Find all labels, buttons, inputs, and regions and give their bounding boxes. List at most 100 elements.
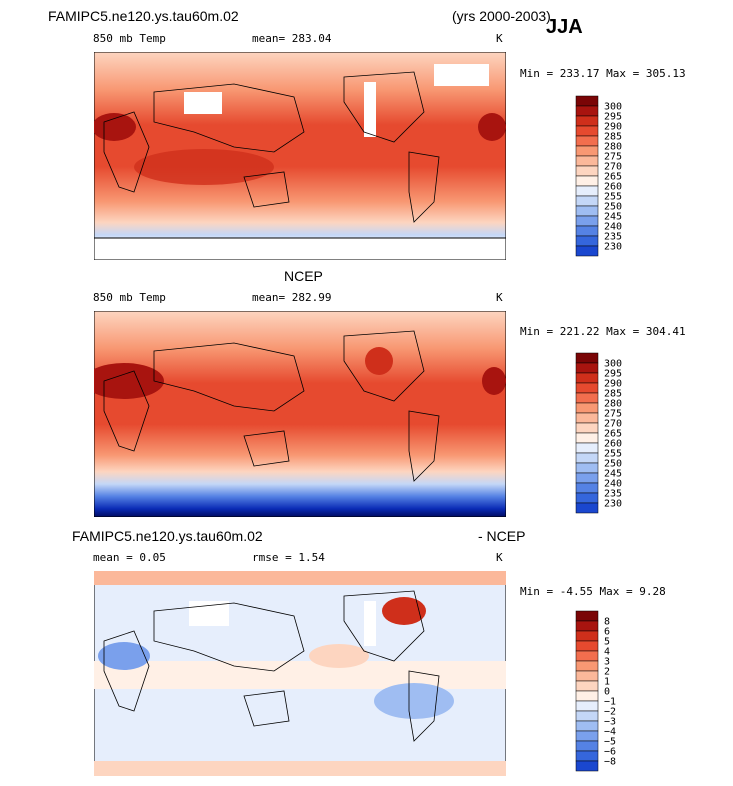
- coast-africa: [103, 111, 150, 193]
- ncep-coast-australia: [243, 430, 290, 467]
- colorbar-tick-label: 255: [604, 449, 622, 460]
- panel3-minmax: Min = -4.55 Max = 9.28: [520, 585, 666, 598]
- diff-cool-south-america: [374, 683, 454, 719]
- colorbar-tick-label: 290: [604, 379, 622, 390]
- colorbar-box: [575, 610, 599, 622]
- colorbar-box: [575, 720, 599, 732]
- map-ncep: [94, 311, 506, 517]
- colorbar-tick-label: 265: [604, 172, 622, 183]
- colorbar-box: [575, 225, 599, 237]
- colorbar-tick-label: 1: [604, 677, 610, 688]
- panel2-units: K: [496, 291, 503, 304]
- colorbar-tick-label: 230: [604, 499, 622, 510]
- colorbar-tick-label: 275: [604, 152, 622, 163]
- ncep-coast-north-america: [343, 330, 425, 402]
- colorbar-tick-label: 295: [604, 112, 622, 123]
- colorbar-box: [575, 750, 599, 762]
- diff-south-band: [94, 761, 506, 776]
- diff-coast-south-america: [408, 670, 440, 742]
- colorbar-tick-label: 300: [604, 359, 622, 370]
- colorbar-box: [575, 502, 599, 514]
- colorbar-box: [575, 442, 599, 454]
- panel3-mean: mean = 0.05: [93, 551, 166, 564]
- map-ncep-field: [94, 311, 506, 517]
- hot-spot-africa: [94, 113, 136, 141]
- colorbar-box: [575, 195, 599, 207]
- colorbar-tick-label: 4: [604, 647, 610, 658]
- colorbar-tick-label: 295: [604, 369, 622, 380]
- colorbar-tick-label: 290: [604, 122, 622, 133]
- colorbar-box: [575, 690, 599, 702]
- colorbar-box: [575, 352, 599, 364]
- panel2-mean: mean= 282.99: [252, 291, 332, 304]
- panel2-minmax: Min = 221.22 Max = 304.41: [520, 325, 686, 338]
- colorbar-box: [575, 740, 599, 752]
- panel1-minmax: Min = 233.17 Max = 305.13: [520, 67, 686, 80]
- diff-coast-eurasia: [153, 602, 305, 672]
- colorbar-tick-label: −2: [604, 707, 616, 718]
- colorbar-tick-label: −8: [604, 757, 616, 768]
- panel1-units: K: [496, 32, 503, 45]
- colorbar-tick-label: 245: [604, 469, 622, 480]
- colorbar-tick-label: 300: [604, 102, 622, 113]
- ncep-coast-south-america: [408, 410, 440, 482]
- colorbar-tick-label: 3: [604, 657, 610, 668]
- colorbar-tick-label: 230: [604, 242, 622, 253]
- colorbar-tick-label: 270: [604, 162, 622, 173]
- colorbar-tick-label: −1: [604, 697, 616, 708]
- colorbar-box: [575, 660, 599, 672]
- case-title: FAMIPC5.ne120.ys.tau60m.02: [48, 8, 239, 24]
- colorbar-tick-label: 2: [604, 667, 610, 678]
- colorbar-box: [575, 245, 599, 257]
- tibet-mask: [184, 92, 222, 114]
- ncep-hot-spot-africa: [94, 363, 164, 399]
- ncep-coast-eurasia: [153, 342, 305, 412]
- colorbar-tick-label: 250: [604, 459, 622, 470]
- colorbar-tick-label: 8: [604, 617, 610, 628]
- colorbar-box: [575, 482, 599, 494]
- colorbar-box: [575, 175, 599, 187]
- colorbar-box: [575, 145, 599, 157]
- colorbar-box: [575, 640, 599, 652]
- season-label: JJA: [546, 16, 583, 38]
- rockies-mask: [364, 82, 376, 137]
- coast-north-america: [343, 71, 425, 143]
- years-label: (yrs 2000-2003): [452, 8, 551, 24]
- ncep-hot-spot-atlantic: [482, 367, 506, 395]
- hot-spot-atlantic: [478, 113, 506, 141]
- colorbar-box: [575, 115, 599, 127]
- panel3-units: K: [496, 551, 503, 564]
- colorbar-tick-label: 275: [604, 409, 622, 420]
- map-diff: [94, 571, 506, 776]
- colorbar-box: [575, 670, 599, 682]
- colorbar-box: [575, 730, 599, 742]
- panel3-title-right: - NCEP: [478, 528, 526, 544]
- colorbar-box: [575, 492, 599, 504]
- colorbar-box: [575, 105, 599, 117]
- colorbar-box: [575, 472, 599, 484]
- colorbar-tick-label: 285: [604, 389, 622, 400]
- panel3-rmse: rmse = 1.54: [252, 551, 325, 564]
- antarctica: [94, 237, 506, 260]
- colorbar-tick-label: 280: [604, 142, 622, 153]
- colorbar-box: [575, 215, 599, 227]
- colorbar-tick-label: −6: [604, 747, 616, 758]
- diff-coast-africa: [103, 630, 150, 712]
- colorbar-tick-label: 250: [604, 202, 622, 213]
- colorbar-box: [575, 392, 599, 404]
- colorbar-tick-label: 285: [604, 132, 622, 143]
- colorbar-box: [575, 205, 599, 217]
- colorbar-box: [575, 135, 599, 147]
- colorbar-box: [575, 235, 599, 247]
- colorbar-model: 3002952902852802752702652602552502452402…: [575, 95, 622, 257]
- panel2-variable: 850 mb Temp: [93, 291, 166, 304]
- colorbar-box: [575, 165, 599, 177]
- colorbar-tick-label: 270: [604, 419, 622, 430]
- diff-tropical-band: [94, 661, 506, 689]
- colorbar-tick-label: 260: [604, 182, 622, 193]
- colorbar-tick-label: 265: [604, 429, 622, 440]
- colorbar-tick-label: 245: [604, 212, 622, 223]
- colorbar-box: [575, 362, 599, 374]
- colorbar-box: [575, 710, 599, 722]
